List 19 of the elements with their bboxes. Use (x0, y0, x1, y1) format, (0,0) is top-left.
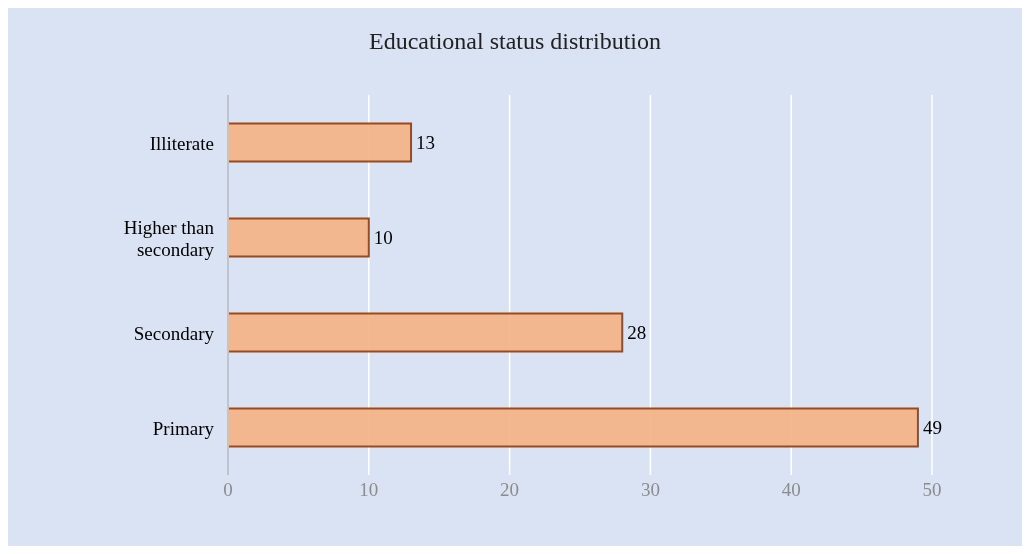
y-tick-label: Primary (152, 417, 215, 438)
x-tick-label: 20 (500, 479, 520, 501)
bar (228, 217, 370, 258)
bar (228, 407, 919, 448)
x-tick-label: 40 (781, 479, 801, 501)
bar (228, 312, 624, 353)
x-tick-label: 0 (223, 479, 233, 501)
y-tick-label: Higher than secondary (123, 216, 215, 259)
x-tick-label: 10 (359, 479, 379, 501)
data-label: 49 (922, 417, 942, 439)
x-tick-label: 50 (922, 479, 942, 501)
x-tick-label: 30 (640, 479, 660, 501)
bar (228, 122, 413, 163)
data-label: 28 (627, 322, 647, 344)
data-label: 13 (416, 132, 436, 154)
y-tick-label: Illiterate (149, 132, 214, 153)
chart-title: Educational status distribution (368, 28, 662, 55)
y-tick-label: Secondary (133, 322, 215, 343)
data-label: 10 (373, 227, 393, 249)
